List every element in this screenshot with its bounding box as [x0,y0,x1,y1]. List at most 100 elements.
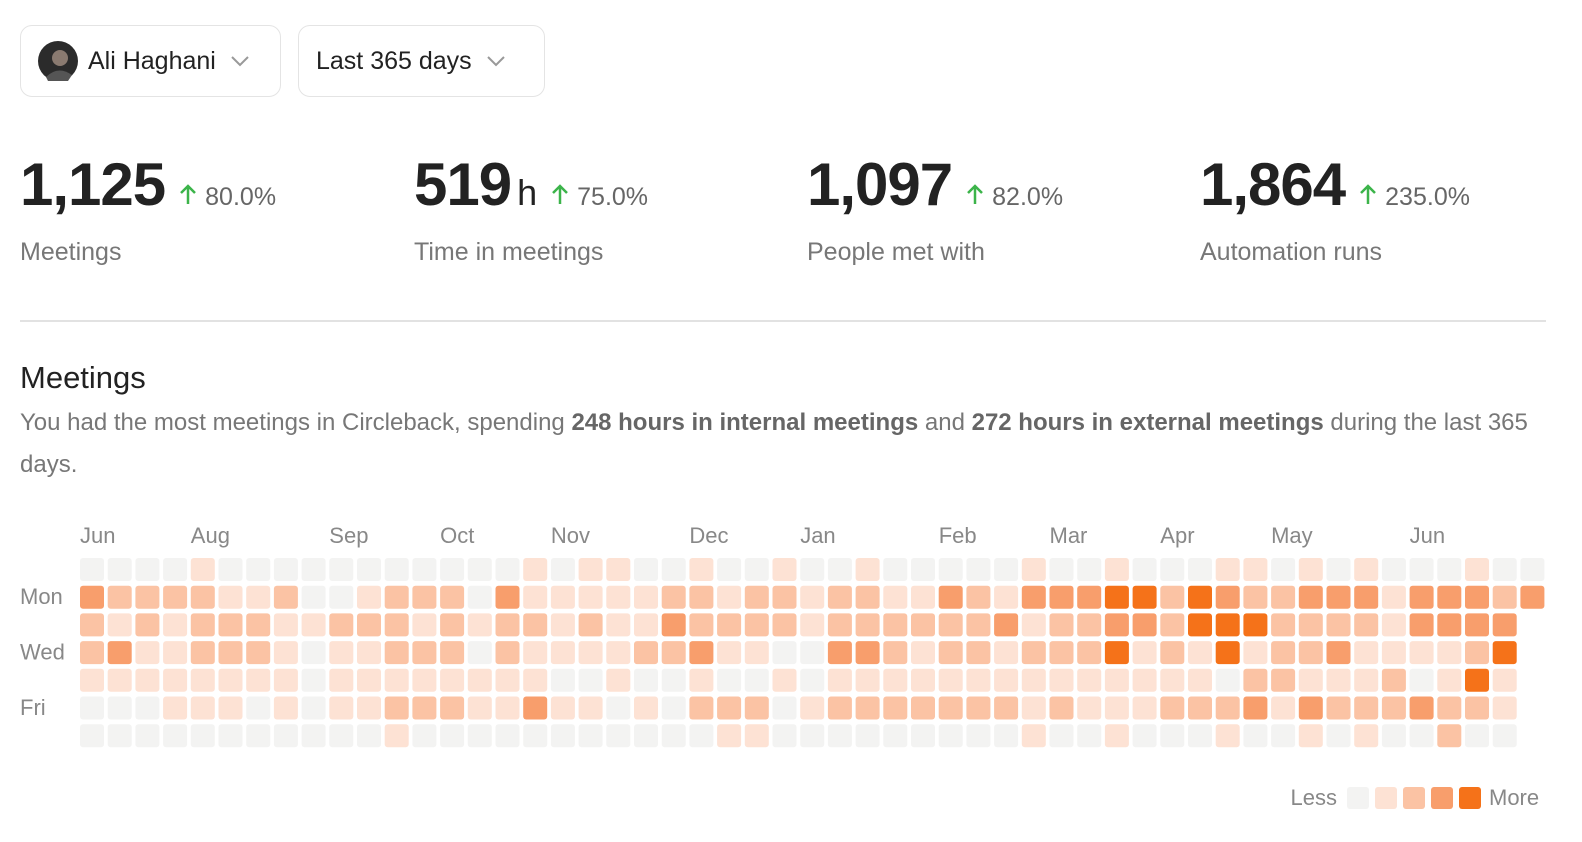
month-label: Nov [551,523,590,548]
heatmap-cell [661,668,686,692]
heatmap-cell [190,585,215,609]
heatmap-cell [606,613,631,637]
heatmap-cell [1298,668,1323,692]
heatmap-cell [827,613,852,637]
up-arrow [967,184,984,204]
heatmap-cell [384,613,409,637]
heatmap-cell [1271,696,1296,720]
heatmap-cell [1132,585,1157,609]
heatmap-cell [107,724,132,748]
legend-swatch [1459,787,1481,809]
up-arrow [552,184,569,204]
heatmap-cell [1437,668,1462,692]
stat-change: 80.0% [179,183,276,212]
heatmap-cell [855,696,880,720]
stat-row: 1,097 82.0% [807,150,1063,219]
heatmap-cell [1243,668,1268,692]
heatmap-cell [1271,613,1296,637]
heatmap-cell [412,613,437,637]
heatmap-cell [1326,696,1351,720]
stat-label: Time in meetings [414,238,604,266]
heatmap-cell [1409,641,1434,665]
heatmap-cell [163,668,188,692]
range-dropdown[interactable]: Last 365 days [298,25,545,97]
heatmap-cell [412,696,437,720]
heatmap-cell [634,585,658,609]
heatmap-cell [329,613,354,637]
heatmap-cell [163,641,188,665]
up-arrow [1360,184,1377,204]
heatmap-cell [495,724,520,748]
heatmap-cell [606,668,631,692]
stat: 1,125 80.0% Meetings [20,150,276,266]
heatmap-cell [994,724,1019,748]
heatmap-cell [1520,585,1545,609]
heatmap-cell [938,724,963,748]
heatmap-cell [301,724,326,748]
heatmap-cell [1188,641,1212,665]
heatmap-cell [1381,724,1406,748]
heatmap-cell [135,641,160,665]
month-label: Mar [1050,523,1088,548]
stat-value: 1,097 [807,151,953,218]
heatmap-cell [1354,641,1379,665]
heatmap-cell [1492,558,1517,581]
heatmap-cell [1326,641,1351,665]
heatmap-cell [1465,558,1489,581]
heatmap-cell [329,641,354,665]
heatmap-cell [744,585,769,609]
user-dropdown[interactable]: Ali Haghani [20,25,281,97]
heatmap-cell [1465,696,1489,720]
heatmap-cell [218,613,243,637]
heatmap-cell [911,585,935,609]
heatmap-cell [273,585,298,609]
heatmap-cell [938,558,963,581]
heatmap-cell [883,696,908,720]
heatmap-cell [107,668,132,692]
heatmap-cell [1409,668,1434,692]
heatmap-cell [661,641,686,665]
heatmap-cell [1077,613,1102,637]
heatmap-cell [772,668,797,692]
heatmap-cell [80,724,104,748]
heatmap-cell [1160,613,1185,637]
chevron [486,56,505,67]
heatmap-cell [1465,668,1489,692]
heatmap-cell [1409,613,1434,637]
heatmap-cell [1104,724,1129,748]
heatmap-cell [301,585,326,609]
heatmap-cell [717,668,742,692]
heatmap-cell [1132,613,1157,637]
month-label: Dec [689,523,728,548]
heatmap-cell [578,641,603,665]
month-label: Jan [800,523,835,548]
heatmap-cell [80,641,104,665]
heatmap-cell [578,724,603,748]
heatmap-cell [1381,641,1406,665]
heatmap-cell [1326,724,1351,748]
heatmap-cell [855,724,880,748]
heatmap-cell [966,613,991,637]
heatmap-cell [190,558,215,581]
heatmap-cell [994,696,1019,720]
heatmap-cell [911,696,935,720]
heatmap-cell [495,558,520,581]
heatmap-cell [135,724,160,748]
heatmap-cell [1381,696,1406,720]
heatmap-cell [1492,585,1517,609]
legend-swatch [1375,787,1397,809]
heatmap-cell [772,558,797,581]
heatmap-cell [163,724,188,748]
heatmap-cell [190,668,215,692]
month-label: May [1271,523,1313,548]
heatmap-cell [163,558,188,581]
change-value: 82.0% [992,183,1064,211]
heatmap-cell [800,641,825,665]
heatmap-cell [1132,696,1157,720]
heatmap-cell [1437,558,1462,581]
heatmap-cell [1381,585,1406,609]
heatmap-cell [357,696,381,720]
heatmap-cell [689,558,714,581]
heatmap-cell [1077,668,1102,692]
section-description: You had the most meetings in Circleback,… [20,402,1530,486]
